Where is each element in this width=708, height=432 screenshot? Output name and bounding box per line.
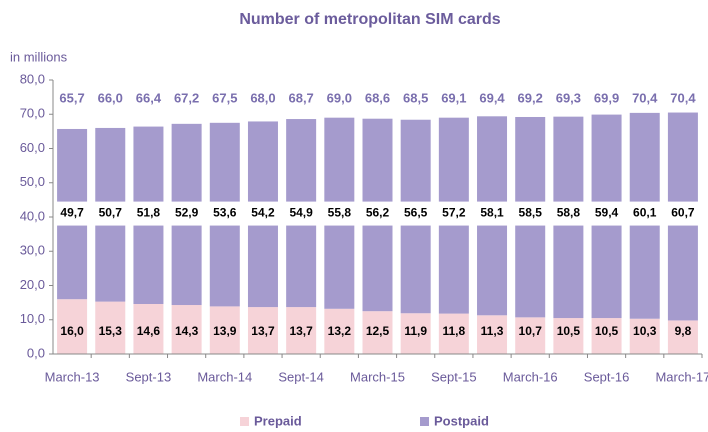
data-label: 12,5 [366,324,390,338]
data-label: 57,2 [442,206,466,220]
bar-segment [57,299,88,354]
data-label: 13,2 [328,324,352,338]
x-tick-label: Sept-15 [431,369,477,384]
data-label: 59,4 [595,206,619,220]
bar-segment [591,318,622,354]
data-label: 50,7 [99,206,123,220]
total-label: 69,2 [518,90,543,105]
x-tick-label: Sept-14 [278,369,324,384]
total-label: 69,9 [594,90,619,105]
total-label: 65,7 [59,90,84,105]
bar-segment [553,318,584,354]
x-tick-label: March-14 [197,369,252,384]
bar-segment [362,311,393,354]
bar-segment [324,308,355,354]
bar-segment [95,301,126,354]
data-label: 60,1 [633,206,657,220]
data-label: 13,9 [213,324,237,338]
total-label: 66,0 [98,90,123,105]
data-label: 10,5 [557,324,581,338]
data-label: 49,7 [60,206,84,220]
x-tick-label: March-16 [503,369,558,384]
y-tick-label: 10,0 [20,311,45,326]
data-label: 14,3 [175,324,199,338]
data-label: 14,6 [137,324,161,338]
bar-segment [515,317,546,354]
total-label: 68,7 [288,90,313,105]
data-label: 51,8 [137,206,161,220]
data-label: 56,2 [366,206,390,220]
data-label: 11,3 [481,324,504,338]
bar-segment [133,303,164,354]
data-label: 56,5 [404,206,428,220]
total-label: 67,2 [174,90,199,105]
x-tick-label: Sept-16 [584,369,630,384]
total-label: 69,1 [441,90,466,105]
y-tick-label: 0,0 [27,345,45,360]
legend-label: Postpaid [434,413,489,428]
data-label: 58,5 [519,206,543,220]
total-label: 68,6 [365,90,390,105]
data-label: 58,1 [480,206,504,220]
bar-segment [629,318,660,354]
legend-label: Prepaid [254,413,302,428]
total-label: 68,0 [250,90,275,105]
axis-break [54,201,703,226]
y-tick-label: 30,0 [20,243,45,258]
data-label: 10,5 [595,324,619,338]
data-label: 10,3 [633,324,657,338]
y-tick-label: 20,0 [20,277,45,292]
bar-segment [247,307,278,354]
y-tick-label: 70,0 [20,106,45,121]
bar-segment [477,315,508,354]
data-label: 11,8 [443,324,466,338]
y-tick-label: 60,0 [20,140,45,155]
data-label: 10,7 [519,324,543,338]
bar-segment [209,306,240,354]
bar-segment [400,313,431,354]
bar-segment [171,305,202,354]
total-label: 66,4 [136,90,162,105]
x-tick-label: Sept-13 [126,369,172,384]
data-label: 13,7 [251,324,275,338]
data-label: 15,3 [99,324,123,338]
data-label: 52,9 [175,206,199,220]
data-label: 53,6 [213,206,237,220]
legend-swatch [240,417,249,426]
x-tick-label: March-13 [45,369,100,384]
total-label: 70,4 [632,90,658,105]
y-axis-label: in millions [10,49,68,64]
data-label: 55,8 [328,206,352,220]
x-tick-label: March-17 [655,369,708,384]
data-label: 54,9 [289,206,313,220]
data-label: 11,9 [404,324,427,338]
y-tick-label: 80,0 [20,71,45,86]
total-label: 69,4 [479,90,505,105]
total-label: 68,5 [403,90,428,105]
data-label: 60,7 [671,206,695,220]
x-tick-label: March-15 [350,369,405,384]
chart-title: Number of metropolitan SIM cards [239,11,500,28]
total-label: 70,4 [670,90,696,105]
legend-swatch [420,417,429,426]
data-label: 16,0 [60,324,84,338]
total-label: 69,0 [327,90,352,105]
data-label: 9,8 [675,324,692,338]
total-label: 69,3 [556,90,581,105]
bar-segment [438,313,469,354]
y-tick-label: 40,0 [20,208,45,223]
bar-segment [286,307,317,354]
y-tick-label: 50,0 [20,174,45,189]
data-label: 54,2 [251,206,275,220]
total-label: 67,5 [212,90,237,105]
bar-segment [667,320,698,354]
data-label: 13,7 [289,324,313,338]
data-label: 58,8 [557,206,581,220]
